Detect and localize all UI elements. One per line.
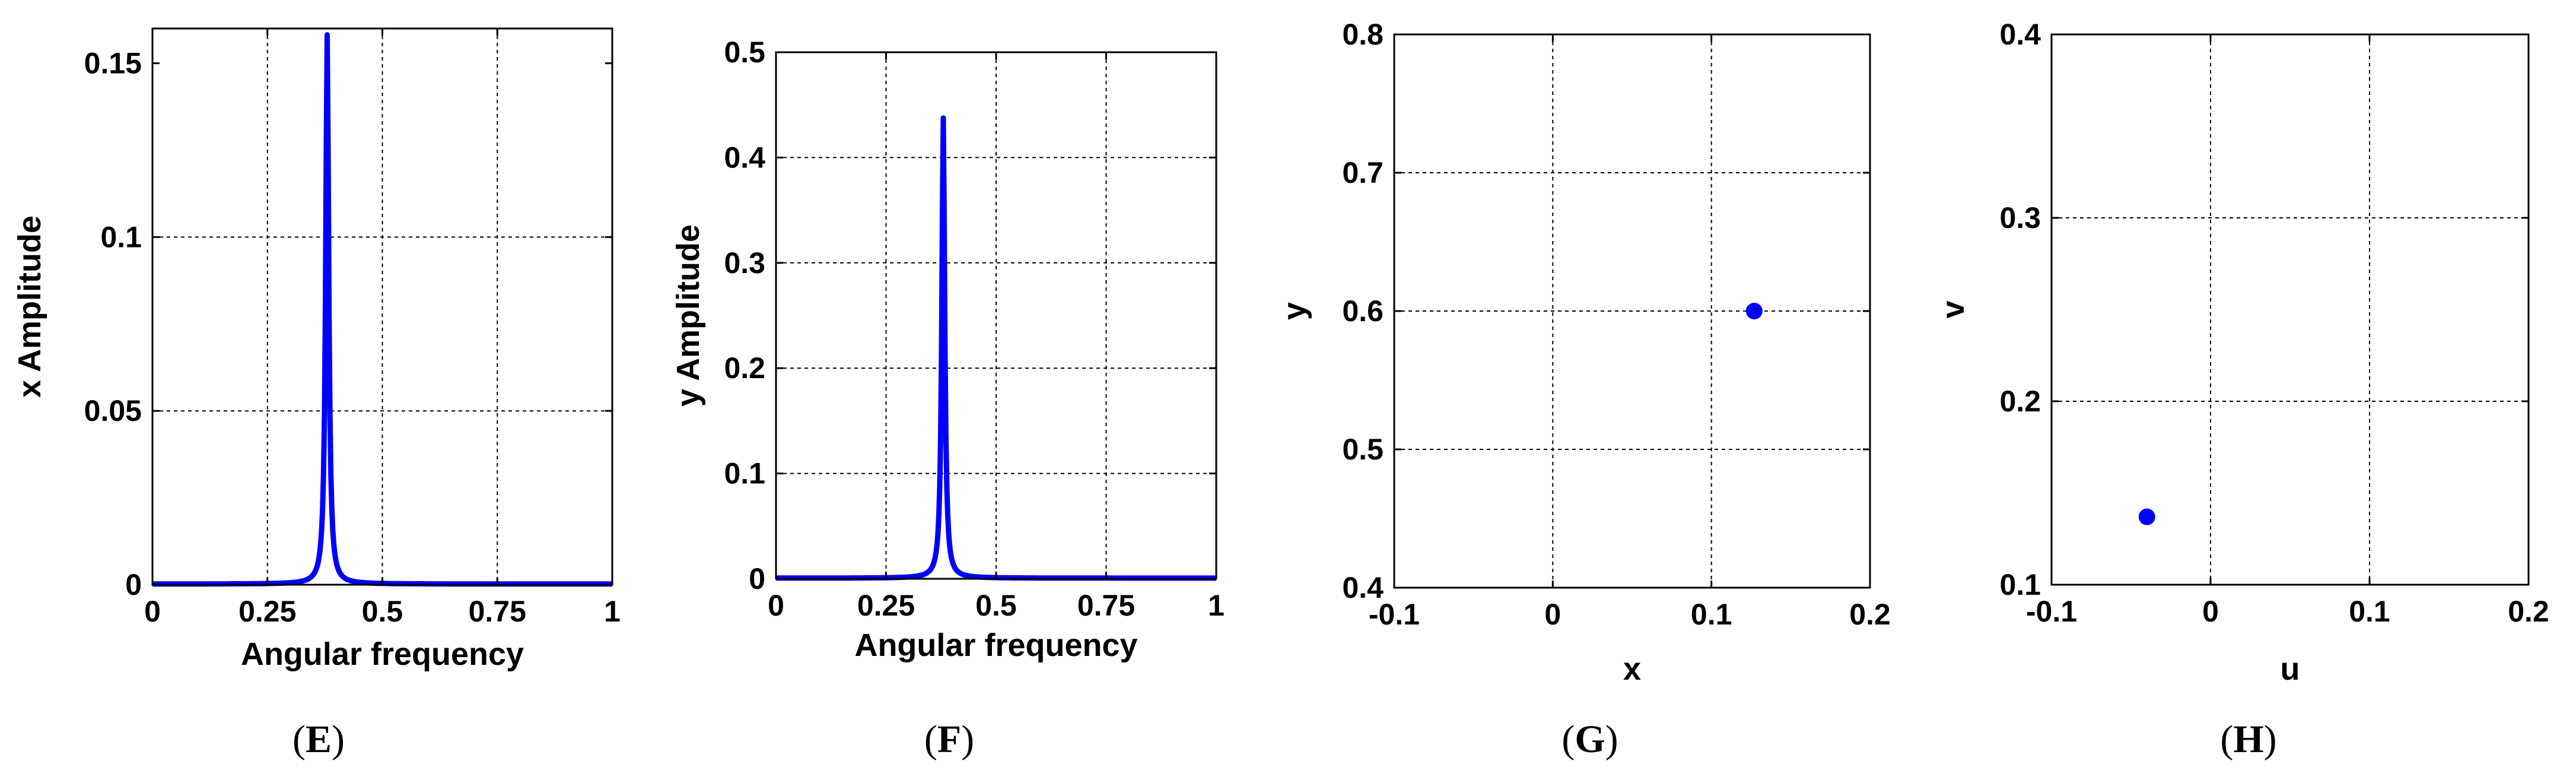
- y-tick-label-e: 0: [125, 568, 142, 601]
- data-point-h-0: [2138, 508, 2155, 525]
- panel-caption-letter-e: E: [306, 718, 332, 761]
- x-tick-label-h: 0: [2202, 595, 2219, 628]
- y-tick-label-f: 0.5: [724, 36, 765, 69]
- x-axis-label-h: u: [2281, 651, 2300, 687]
- x-tick-label-e: 0: [144, 595, 161, 628]
- panel-caption-letter-h: H: [2233, 718, 2263, 761]
- x-tick-label-f: 0.75: [1077, 589, 1135, 622]
- y-tick-label-g: 0.4: [1342, 571, 1384, 604]
- y-axis-label-e: x Amplitude: [12, 215, 47, 398]
- y-tick-label-f: 0.1: [724, 457, 765, 490]
- y-tick-label-f: 0: [749, 562, 765, 595]
- chart-panel-f: 0 0.25 0.5 0.75 1 0 0.1 0.2 0.3 0.4 0.5 Angular fre…: [670, 36, 1225, 761]
- y-tick-label-g: 0.5: [1342, 433, 1384, 466]
- x-tick-label-h: -0.1: [2026, 595, 2077, 628]
- x-axis-label-f: Angular frequency: [854, 627, 1137, 663]
- x-tick-label-e: 0.25: [238, 595, 296, 628]
- x-tick-label-e: 0.75: [469, 595, 526, 628]
- x-tick-label-g: -0.1: [1369, 598, 1420, 631]
- y-tick-label-e: 0.15: [84, 47, 142, 80]
- panel-caption-letter-f: F: [937, 718, 961, 761]
- y-tick-label-g: 0.8: [1342, 18, 1384, 51]
- panel-caption-h: (H): [2220, 718, 2276, 761]
- x-tick-label-f: 0.5: [975, 589, 1017, 622]
- y-tick-label-h: 0.1: [1999, 568, 2041, 601]
- x-tick-label-h: 0.1: [2349, 595, 2390, 628]
- chart-panel-h: -0.1 0 0.1 0.2 0.1 0.2 0.3 0.4 u v (H): [1935, 18, 2549, 761]
- x-tick-label-g: 0: [1544, 598, 1561, 631]
- x-axis-label-e: Angular frequency: [241, 636, 524, 672]
- x-tick-label-e: 0.5: [362, 595, 403, 628]
- panel-caption-e: (E): [292, 718, 345, 761]
- y-tick-label-f: 0.2: [724, 351, 765, 385]
- y-tick-label-g: 0.6: [1342, 294, 1384, 328]
- y-tick-label-g: 0.7: [1342, 156, 1384, 189]
- panel-caption-f: (F): [924, 718, 974, 761]
- x-tick-label-f: 0.25: [857, 589, 915, 622]
- x-tick-label-e: 1: [604, 595, 621, 628]
- x-axis-label-g: x: [1623, 651, 1641, 687]
- y-tick-label-e: 0.05: [84, 394, 142, 427]
- axes-box-h: [2050, 33, 2530, 586]
- x-tick-label-f: 0: [768, 589, 784, 622]
- panel-caption-letter-g: G: [1575, 718, 1605, 761]
- x-tick-label-g: 0.2: [1849, 598, 1891, 631]
- data-point-g-0: [1745, 303, 1763, 319]
- y-axis-label-g: y: [1277, 302, 1312, 320]
- chart-panel-g: -0.1 0 0.1 0.2 0.4 0.5 0.6 0.7 0.8 x y (G): [1277, 18, 1891, 761]
- y-axis-label-f: y Amplitude: [670, 224, 706, 407]
- y-tick-label-f: 0.4: [724, 141, 765, 174]
- chart-panel-e: 0 0.25 0.5 0.75 1 0 0.05 0.1 0.15 Angular frequen…: [12, 27, 621, 761]
- x-tick-label-g: 0.1: [1691, 598, 1732, 631]
- panel-caption-g: (G): [1561, 718, 1618, 761]
- x-tick-label-f: 1: [1208, 589, 1225, 622]
- y-tick-label-f: 0.3: [724, 246, 765, 280]
- x-tick-label-h: 0.2: [2508, 595, 2549, 628]
- y-axis-label-h: v: [1935, 300, 1971, 318]
- plot-area-h: [2052, 34, 2529, 585]
- y-tick-label-h: 0.2: [1999, 385, 2041, 418]
- y-tick-label-h: 0.3: [1999, 201, 2041, 234]
- y-tick-label-e: 0.1: [100, 220, 142, 253]
- y-tick-label-h: 0.4: [1999, 18, 2041, 51]
